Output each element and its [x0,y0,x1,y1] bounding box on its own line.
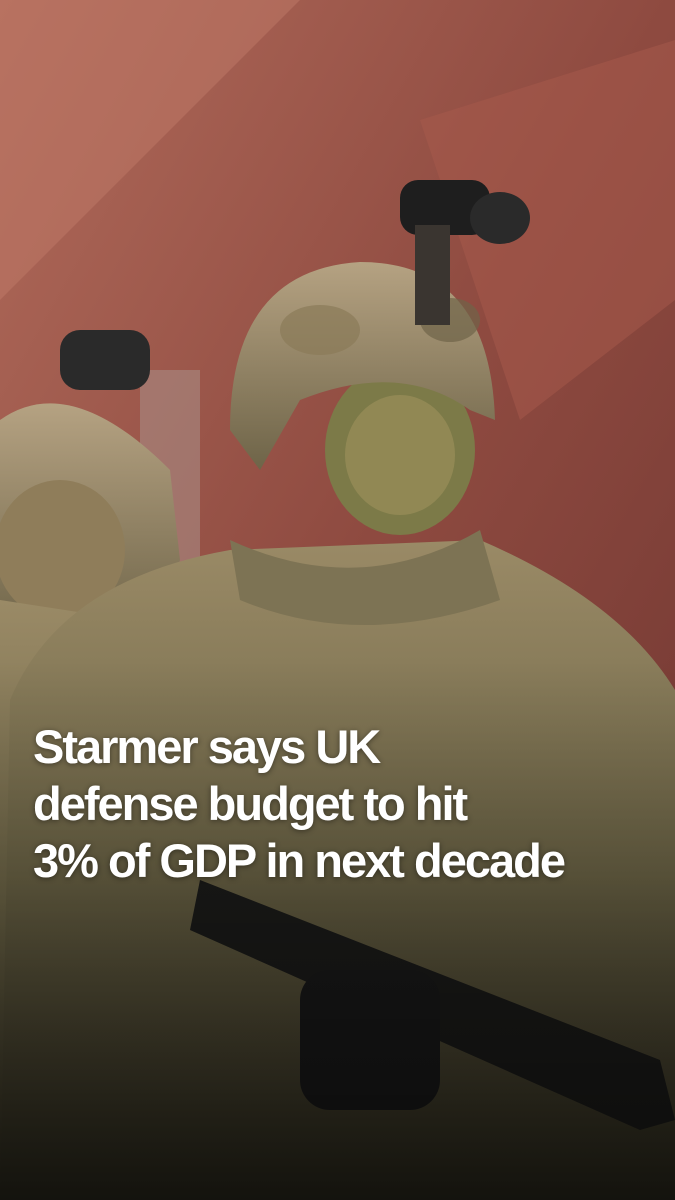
headline-line: defense budget to hit [33,777,468,830]
headline-line: 3% of GDP in next decade [33,834,566,887]
headline-line: Starmer says UK [33,720,381,773]
headline: Starmer says UK defense budget to hit 3%… [33,718,566,889]
